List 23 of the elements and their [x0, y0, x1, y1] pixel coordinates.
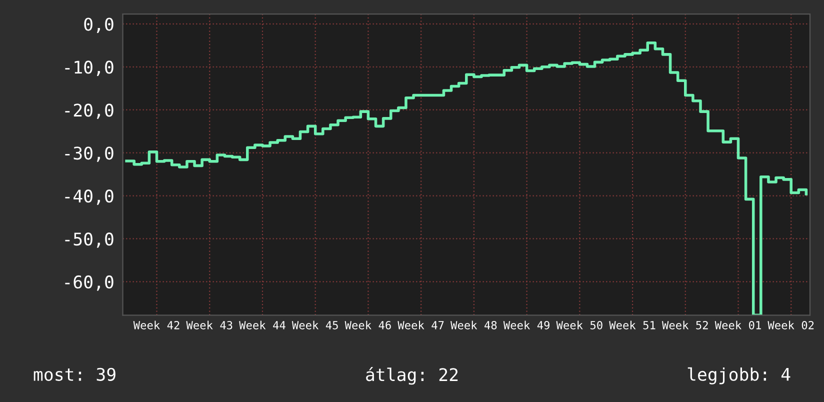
x-tick-label: Week 42: [133, 320, 180, 330]
x-tick-label: Week 46: [344, 320, 391, 330]
x-tick-label: Week 47: [398, 320, 444, 330]
text: most: 39: [34, 368, 116, 381]
y-tick-label: 0,0: [84, 18, 114, 34]
x-tick-label: Week 44: [239, 320, 286, 330]
x-tick-label: Week 02: [768, 320, 814, 330]
text: átlag: 22: [366, 367, 458, 385]
y-tick-label: -60,0: [65, 275, 114, 291]
y-tick-label: -10,0: [65, 60, 114, 76]
x-tick-label: Week 51: [609, 320, 656, 330]
text: legjobb: 4: [688, 367, 790, 384]
x-tick-label: Week 50: [556, 320, 602, 330]
y-tick-label: -50,0: [65, 232, 114, 248]
x-tick-label: Week 01: [714, 320, 761, 330]
x-tick-label: Week 48: [450, 320, 497, 330]
y-tick-label: -40,0: [65, 190, 114, 205]
x-tick-label: Week 49: [503, 320, 550, 330]
x-tick-label: Week 43: [186, 320, 232, 330]
x-tick-label: Week 45: [292, 320, 338, 330]
y-tick-label: -30,0: [65, 146, 114, 162]
x-tick-label: Week 52: [662, 320, 708, 330]
y-tick-label: -20,0: [65, 104, 114, 119]
